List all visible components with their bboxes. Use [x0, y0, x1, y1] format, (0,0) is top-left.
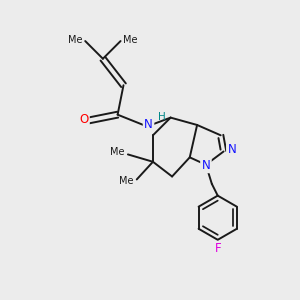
- Text: N: N: [144, 118, 153, 131]
- Text: Me: Me: [124, 34, 138, 45]
- Text: N: N: [202, 159, 210, 172]
- Text: O: O: [79, 112, 88, 126]
- Text: Me: Me: [119, 176, 134, 186]
- Text: H: H: [158, 112, 166, 122]
- Text: Me: Me: [110, 147, 124, 157]
- Text: Me: Me: [68, 34, 82, 45]
- Text: N: N: [227, 143, 236, 157]
- Text: F: F: [214, 242, 221, 255]
